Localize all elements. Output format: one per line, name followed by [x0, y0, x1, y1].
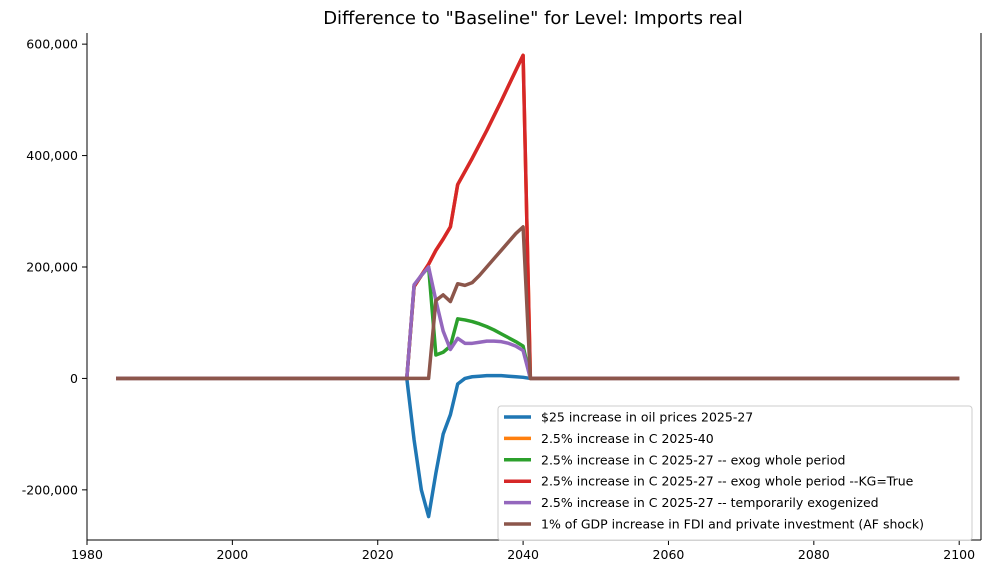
- series-line-5: [116, 265, 960, 381]
- axes: 1980 2000 2020 2040 2060 2080 2100 -200,000 0 200…: [22, 33, 982, 562]
- legend-label: 2.5% increase in C 2025-27 -- temporaril…: [541, 495, 879, 510]
- series-line-4: [116, 53, 960, 381]
- y-tick-label: -200,000: [22, 482, 78, 497]
- y-tick-label: 200,000: [26, 260, 78, 275]
- x-tick-label: 2020: [362, 547, 394, 562]
- chart-title: Difference to "Baseline" for Level: Impo…: [323, 8, 743, 29]
- x-tick-label: 1980: [71, 547, 103, 562]
- series-layer: [116, 53, 960, 519]
- legend-label: 2.5% increase in C 2025-40: [541, 431, 714, 446]
- x-tick-label: 2080: [798, 547, 830, 562]
- legend-label: $25 increase in oil prices 2025-27: [541, 410, 753, 425]
- legend-box: [497, 405, 973, 541]
- y-tick-label: 600,000: [26, 37, 78, 52]
- y-tick-label: 0: [70, 371, 78, 386]
- series-line-2: [116, 53, 960, 381]
- x-tick-label: 2000: [216, 547, 248, 562]
- y-tick-label: 400,000: [26, 148, 78, 163]
- legend-label: 2.5% increase in C 2025-27 -- exog whole…: [541, 452, 845, 467]
- x-tick-label: 2100: [943, 547, 975, 562]
- x-tick-label: 2040: [507, 547, 539, 562]
- series-line-1: [116, 373, 960, 519]
- legend: $25 increase in oil prices 2025-27 2.5% i…: [497, 405, 973, 541]
- series-line-6: [116, 225, 960, 381]
- legend-label: 1% of GDP increase in FDI and private in…: [541, 517, 924, 532]
- legend-label: 2.5% increase in C 2025-27 -- exog whole…: [541, 474, 914, 489]
- x-tick-label: 2060: [653, 547, 685, 562]
- series-line-3: [116, 265, 960, 381]
